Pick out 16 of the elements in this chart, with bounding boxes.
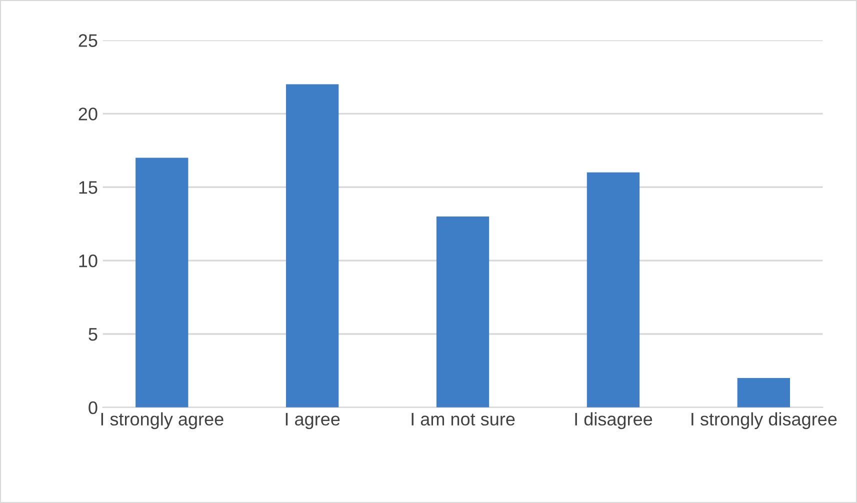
bar [436, 216, 490, 408]
y-tick-label: 25 [78, 34, 98, 47]
bar [286, 84, 339, 408]
x-tick-label: I disagree [575, 412, 652, 430]
x-tick-label: I strongly agree [101, 412, 224, 430]
bar [136, 158, 188, 408]
x-tick-label: I agree [286, 412, 340, 430]
y-tick-label: 20 [78, 108, 98, 120]
y-tick-label: 15 [79, 181, 98, 194]
y-tick-label: 10 [79, 254, 98, 268]
bar [737, 378, 790, 408]
y-tick-label: 5 [88, 328, 98, 341]
y-tick-label: 0 [88, 401, 98, 414]
x-tick-label: I am not sure [412, 412, 515, 426]
bar [586, 172, 640, 408]
x-tick-label: I strongly disagree [692, 412, 837, 430]
